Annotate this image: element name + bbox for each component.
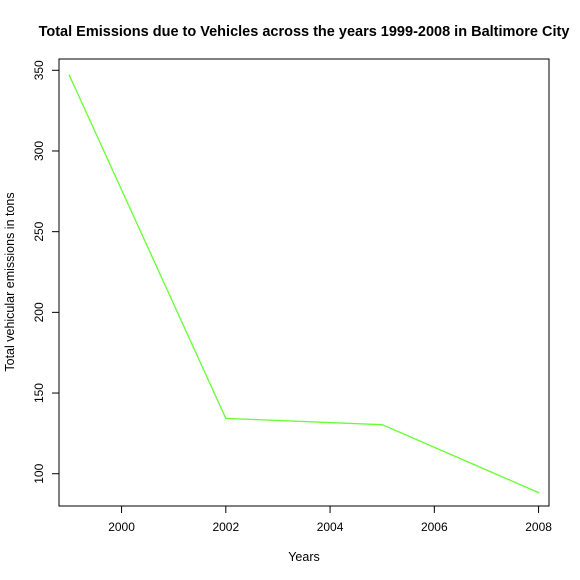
series-line bbox=[68, 75, 539, 494]
y-tick-label: 250 bbox=[32, 221, 46, 241]
y-tick-label: 200 bbox=[32, 302, 46, 322]
y-tick-label: 350 bbox=[32, 60, 46, 80]
y-tick-label: 300 bbox=[32, 141, 46, 161]
x-tick-label: 2004 bbox=[317, 520, 344, 534]
data-point bbox=[537, 491, 540, 494]
y-tick-label: 150 bbox=[32, 383, 46, 403]
chart-title: Total Emissions due to Vehicles across t… bbox=[39, 24, 570, 40]
data-point bbox=[381, 423, 383, 426]
x-tick-label: 2006 bbox=[421, 520, 448, 534]
data-point bbox=[225, 417, 227, 420]
x-tick-label: 2002 bbox=[212, 520, 239, 534]
series-layer bbox=[68, 74, 540, 494]
plot-frame bbox=[58, 58, 550, 507]
y-tick-label: 100 bbox=[32, 463, 46, 483]
x-tick-label: 2008 bbox=[525, 520, 552, 534]
x-tick-label: 2000 bbox=[108, 520, 135, 534]
y-axis: 100 150 200 250 300 350 bbox=[32, 60, 60, 484]
x-axis: 2000 2002 2004 2006 2008 bbox=[108, 505, 552, 534]
data-point bbox=[68, 74, 71, 77]
y-axis-label: Total vehicular emissions in tons bbox=[3, 192, 17, 371]
x-axis-label: Years bbox=[288, 550, 320, 564]
